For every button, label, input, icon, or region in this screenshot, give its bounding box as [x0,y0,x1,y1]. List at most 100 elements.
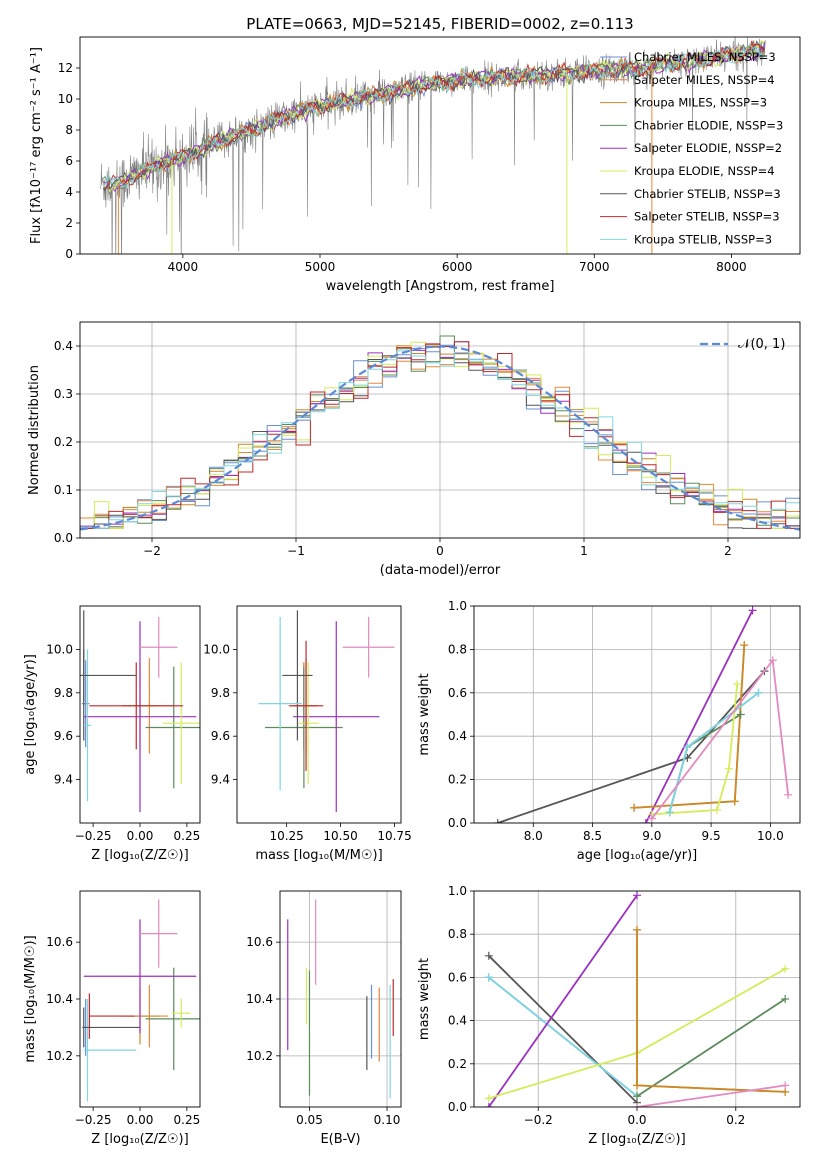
y-tick-label: 9.6 [211,729,230,743]
weight-line-chabrier_miles [668,692,760,813]
plot-area-z-weight [474,891,800,1107]
weight-marker [633,925,641,934]
y-tick-label: 0.4 [448,1014,467,1028]
y-tick-label: 0.6 [448,686,467,700]
y-tick-label: 12 [58,61,73,75]
x-axis-label: mass [log₁₀(M/M☉)] [255,848,382,863]
weight-marker [754,688,763,697]
x-tick-label: 10.0 [757,829,784,843]
x-tick-label: −1 [287,544,305,558]
weight-marker [630,803,639,812]
weight-line-salpeter_miles [633,645,746,809]
legend-entry: Chabrier ELODIE, NSSP=3 [634,118,783,132]
axes-frame [473,605,801,824]
y-tick-label: 10.2 [46,1049,73,1063]
x-tick-label: 2 [724,544,732,558]
x-tick-label: 0 [436,544,444,558]
histogram-step-chabrier_stelib [80,345,800,529]
weight-line-chabrier_elodie [636,998,786,1097]
y-tick-label: 10.6 [246,935,273,949]
y-tick-label: 1.0 [448,884,467,898]
weight-line-pink [636,1084,786,1107]
weight-marker [484,1094,493,1103]
plot-area-age-weight [474,606,800,823]
y-tick-label: 9.8 [54,686,73,700]
x-tick-label: 0.25 [174,829,201,843]
y-tick-label: 0.0 [448,1100,467,1114]
legend-entry: Salpeter ELODIE, NSSP=2 [634,141,782,155]
legend-entry: Salpeter STELIB, NSSP=3 [634,210,780,224]
weight-line-kroupa_stelib [488,976,638,1097]
x-tick-label: 0.10 [374,1113,401,1127]
y-tick-label: 0.8 [448,927,467,941]
x-tick-label: 10.50 [323,829,357,843]
x-tick-label: 0.0 [627,1113,646,1127]
weight-marker [633,891,641,900]
weight-marker [781,964,790,973]
x-tick-label: −0.25 [75,1113,112,1127]
y-tick-label: 0.0 [54,531,73,545]
x-tick-label: 9.0 [642,829,661,843]
spectrum-legend: Chabrier MILES, NSSP=3 Salpeter MILES, NS… [600,50,783,246]
x-tick-label: 5000 [305,260,336,274]
plot-area-spectrum [100,37,766,254]
axes-frame [473,890,801,1108]
y-tick-label: 4 [65,185,73,199]
y-axis-label: mass weight [417,673,432,755]
x-tick-label: 10.75 [377,829,411,843]
x-tick-label: 9.5 [702,829,721,843]
weight-marker [724,764,733,773]
weight-marker [740,641,749,650]
weight-marker [730,797,739,806]
weight-line-kroupa_elodie [651,684,739,816]
y-axis-label: age [log₁₀(age/yr)] [23,654,38,775]
weight-line-kroupa_stelib [668,692,760,813]
x-tick-label: 8000 [716,260,747,274]
y-tick-label: 10.4 [246,992,273,1006]
x-tick-label: −2 [143,544,161,558]
x-tick-label: 10.25 [269,829,303,843]
x-tick-label: 0.05 [296,1113,323,1127]
y-tick-label: 0.2 [448,1057,467,1071]
x-axis-label: age [log₁₀(age/yr)] [577,848,698,863]
weight-marker [784,790,793,799]
y-tick-label: 0.2 [448,773,467,787]
y-tick-label: 10 [58,92,73,106]
model-line-salpeter_stelib [103,40,766,190]
weight-marker [484,951,493,960]
y-axis-label: Flux [fλ10⁻¹⁷ erg cm⁻² s⁻¹ A⁻¹] [29,47,44,244]
y-tick-label: 0.6 [448,970,467,984]
y-tick-label: 1.0 [448,599,467,613]
model-line-chabrier_stelib [102,40,766,192]
x-tick-label: 6000 [442,260,473,274]
y-tick-label: 10.2 [246,1049,273,1063]
weight-marker [493,819,502,823]
weight-marker [736,710,745,719]
model-line-kroupa_stelib [102,44,766,188]
y-tick-label: 9.4 [54,773,73,787]
y-tick-label: 9.4 [211,773,230,787]
axes-frame [79,605,201,824]
weight-marker [713,805,722,814]
plot-area-ebv-mass [280,891,401,1107]
x-axis-label: (data-model)/error [380,563,501,578]
y-tick-label: 2 [65,216,73,230]
y-tick-label: 9.6 [54,729,73,743]
legend-entry: Chabrier MILES, NSSP=3 [634,50,776,64]
y-tick-label: 10.6 [46,935,73,949]
y-tick-label: 9.8 [211,686,230,700]
axes-frame [279,890,402,1108]
y-tick-label: 0.2 [54,435,73,449]
x-axis-label: Z [log₁₀(Z/Z☉)] [588,1132,685,1147]
y-tick-label: 0.4 [448,729,467,743]
x-tick-label: 7000 [579,260,610,274]
x-axis-label: Z [log₁₀(Z/Z☉)] [91,1132,188,1147]
weight-marker [733,680,742,689]
weight-line-salpeter_elodie [488,894,638,1107]
plot-area-z-mass [81,899,200,1102]
y-tick-label: 0.0 [448,816,467,830]
weight-line-kroupa_miles [633,645,746,809]
weight-marker [641,819,650,823]
y-axis-label: mass [log₁₀(M/M☉)] [23,935,38,1062]
